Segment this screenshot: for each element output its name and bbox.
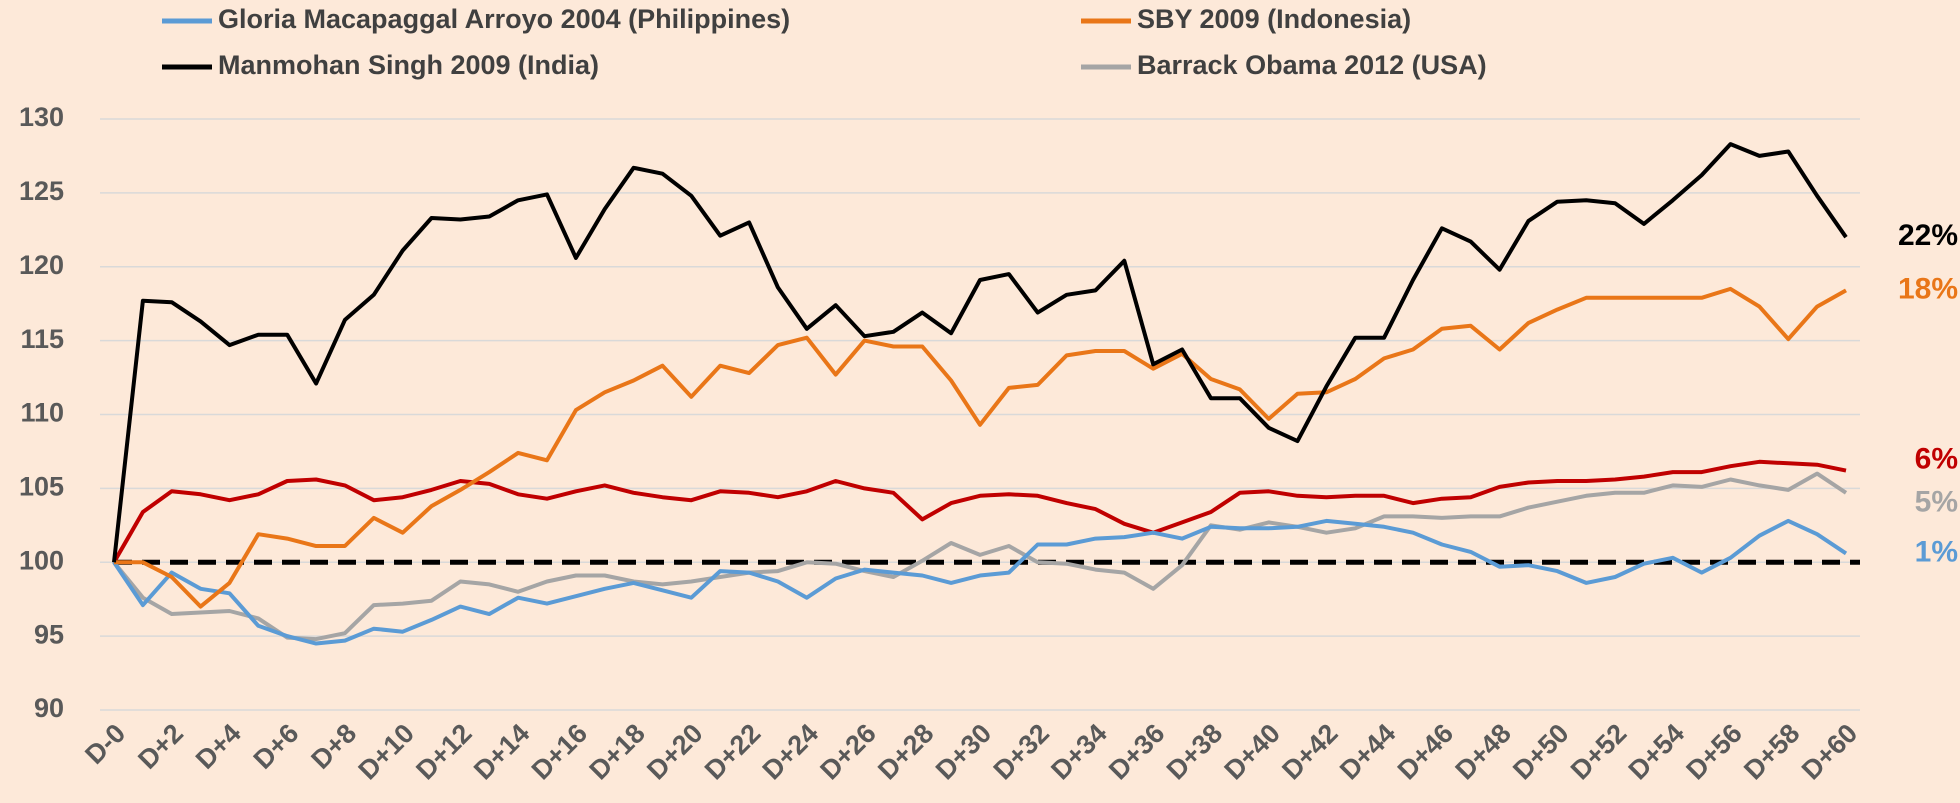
x-tick-label: D+16 [526,718,593,785]
x-tick-label: D+20 [641,718,708,785]
end-label: 1% [1915,535,1958,568]
x-tick-label: D+18 [583,718,650,785]
end-label: 22% [1898,219,1958,252]
x-tick-label: D+32 [988,718,1055,785]
legend-label: Manmohan Singh 2009 (India) [218,50,599,80]
end-label: 18% [1898,272,1958,305]
y-tick-label: 100 [19,545,64,575]
y-tick-label: 110 [20,398,64,428]
series-line [112,459,1847,564]
x-tick-label: D+54 [1623,718,1690,785]
x-tick-label: D+24 [757,718,824,785]
x-tick-label: D+12 [410,718,477,785]
x-tick-label: D+2 [132,718,189,775]
x-tick-label: D+46 [1392,718,1459,785]
y-tick-label: 95 [34,619,64,649]
y-tick-label: 115 [20,324,64,354]
x-tick-label: D+10 [353,718,420,785]
x-tick-label: D+42 [1276,718,1343,785]
x-tick-label: D-0 [79,718,131,770]
series-line [112,471,1848,642]
x-tick-label: D+14 [468,718,535,785]
x-tick-label: D+44 [1334,718,1401,785]
end-label: 6% [1915,443,1958,476]
x-tick-label: D+48 [1449,718,1516,785]
x-tick-label: D+58 [1738,718,1805,785]
x-tick-label: D+40 [1219,718,1286,785]
x-tick-label: D+60 [1796,718,1863,785]
x-tick-label: D+56 [1680,718,1747,785]
y-tick-label: 105 [19,472,64,502]
x-tick-label: D+30 [930,718,997,785]
y-tick-label: 90 [34,693,64,723]
x-tick-label: D+36 [1103,718,1170,785]
legend-label: SBY 2009 (Indonesia) [1137,4,1411,34]
x-tick-label: D+38 [1161,718,1228,785]
x-tick-label: D+52 [1565,718,1632,785]
x-tick-label: D+34 [1045,718,1112,785]
end-label: 5% [1915,486,1958,519]
x-tick-label: D+28 [872,718,939,785]
series-line [114,286,1847,609]
x-tick-label: D+26 [814,718,881,785]
y-tick-label: 125 [19,176,64,206]
y-tick-label: 130 [19,102,64,132]
y-tick-label: 120 [19,250,64,280]
legend-label: Barrack Obama 2012 (USA) [1137,50,1487,80]
series-line [112,142,1848,563]
legend-label: Gloria Macapaggal Arroyo 2004 (Philippin… [218,4,790,34]
x-tick-label: D+22 [699,718,766,785]
series-line [112,518,1848,646]
x-tick-label: D+4 [190,718,247,775]
x-tick-label: D+6 [248,718,305,775]
x-tick-label: D+50 [1507,718,1574,785]
